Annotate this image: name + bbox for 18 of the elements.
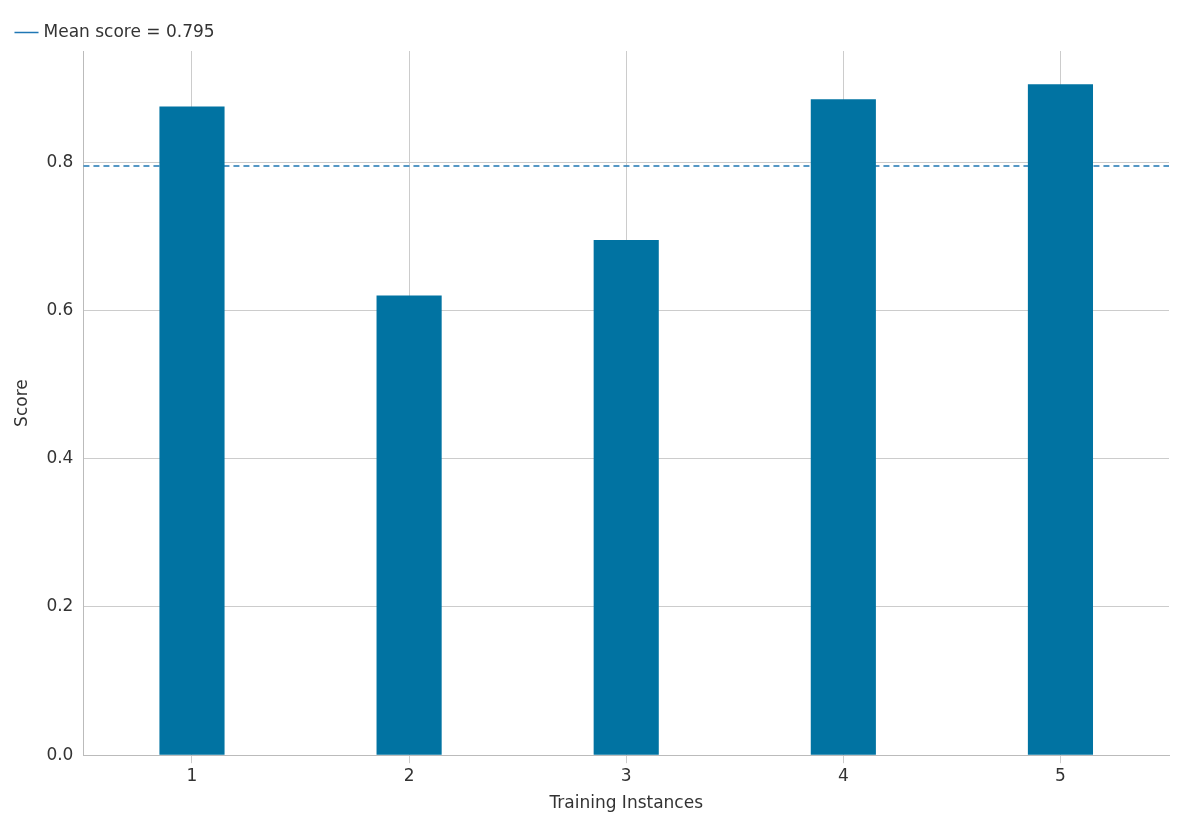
x-tick-label: 5	[1055, 764, 1066, 785]
x-tick-label: 1	[186, 764, 198, 785]
y-tick-label: 0.8	[46, 150, 74, 171]
x-tick-label: 2	[403, 764, 415, 785]
x-tick-label: 4	[837, 764, 849, 785]
x-axis-title: Training Instances	[548, 792, 704, 813]
y-tick-label: 0.4	[46, 447, 74, 468]
legend-label: Mean score = 0.795	[43, 20, 215, 41]
y-tick-label: 0.0	[46, 743, 74, 764]
y-tick-label: 0.2	[46, 595, 74, 616]
x-tick-label: 3	[620, 764, 632, 785]
bar	[593, 240, 659, 755]
y-tick-label: 0.6	[46, 298, 74, 319]
bar	[159, 106, 225, 755]
bar	[1027, 84, 1094, 755]
y-axis-title: Score	[10, 379, 31, 427]
bar	[810, 99, 876, 755]
bar	[376, 295, 442, 755]
